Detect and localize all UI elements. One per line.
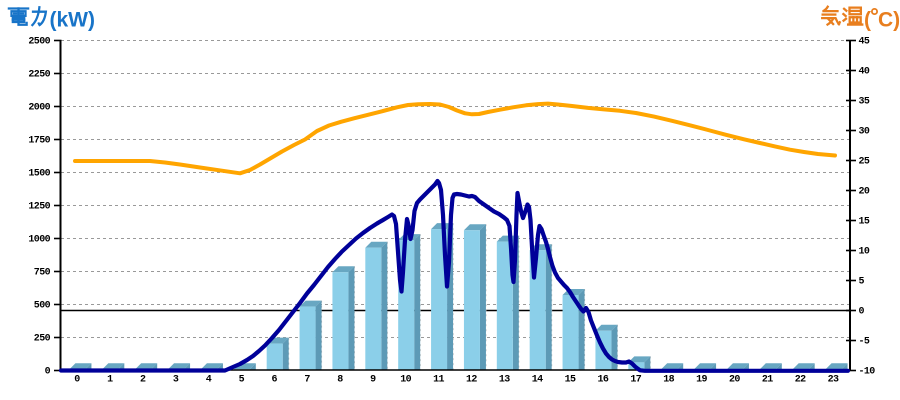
svg-text:15: 15 [859,217,870,228]
svg-text:1000: 1000 [28,235,50,246]
svg-text:3: 3 [173,375,179,386]
svg-text:1750: 1750 [28,136,50,147]
svg-text:14: 14 [532,375,543,386]
svg-text:20: 20 [729,375,740,386]
svg-text:0: 0 [74,375,80,386]
svg-text:25: 25 [859,157,870,168]
svg-text:5: 5 [239,375,245,386]
svg-text:20: 20 [859,187,870,198]
svg-text:4: 4 [206,375,212,386]
svg-text:750: 750 [34,268,51,279]
svg-text:1: 1 [107,375,113,386]
svg-text:(kW): (kW) [50,9,96,32]
svg-text:5: 5 [859,277,865,288]
svg-text:9: 9 [370,375,376,386]
svg-text:22: 22 [795,375,806,386]
svg-text:0: 0 [859,307,865,318]
svg-text:6: 6 [271,375,277,386]
svg-text:2: 2 [140,375,146,386]
svg-text:-10: -10 [859,367,876,378]
svg-text:C): C) [878,9,900,32]
svg-text:2000: 2000 [28,103,50,114]
svg-text:7: 7 [304,375,310,386]
svg-text:-5: -5 [859,337,870,348]
svg-text:11: 11 [433,375,444,386]
svg-text:19: 19 [696,375,707,386]
svg-text:15: 15 [565,375,576,386]
svg-text:35: 35 [859,97,870,108]
svg-text:40: 40 [859,67,870,78]
svg-text:23: 23 [828,375,839,386]
svg-text:10: 10 [400,375,411,386]
svg-text:21: 21 [762,375,773,386]
svg-text:500: 500 [34,301,51,312]
svg-text:12: 12 [466,375,477,386]
svg-text:16: 16 [598,375,609,386]
svg-text:(: ( [864,9,871,32]
svg-text:17: 17 [630,375,641,386]
svg-text:18: 18 [663,375,674,386]
svg-text:13: 13 [499,375,510,386]
svg-text:1500: 1500 [28,169,50,180]
svg-text:2250: 2250 [28,70,50,81]
svg-text:45: 45 [859,37,870,48]
svg-text:8: 8 [337,375,343,386]
svg-text:30: 30 [859,127,870,138]
svg-text:2500: 2500 [28,37,50,48]
svg-text:250: 250 [34,334,51,345]
svg-text:10: 10 [859,247,870,258]
svg-text:1250: 1250 [28,202,50,213]
svg-text:0: 0 [45,367,51,378]
